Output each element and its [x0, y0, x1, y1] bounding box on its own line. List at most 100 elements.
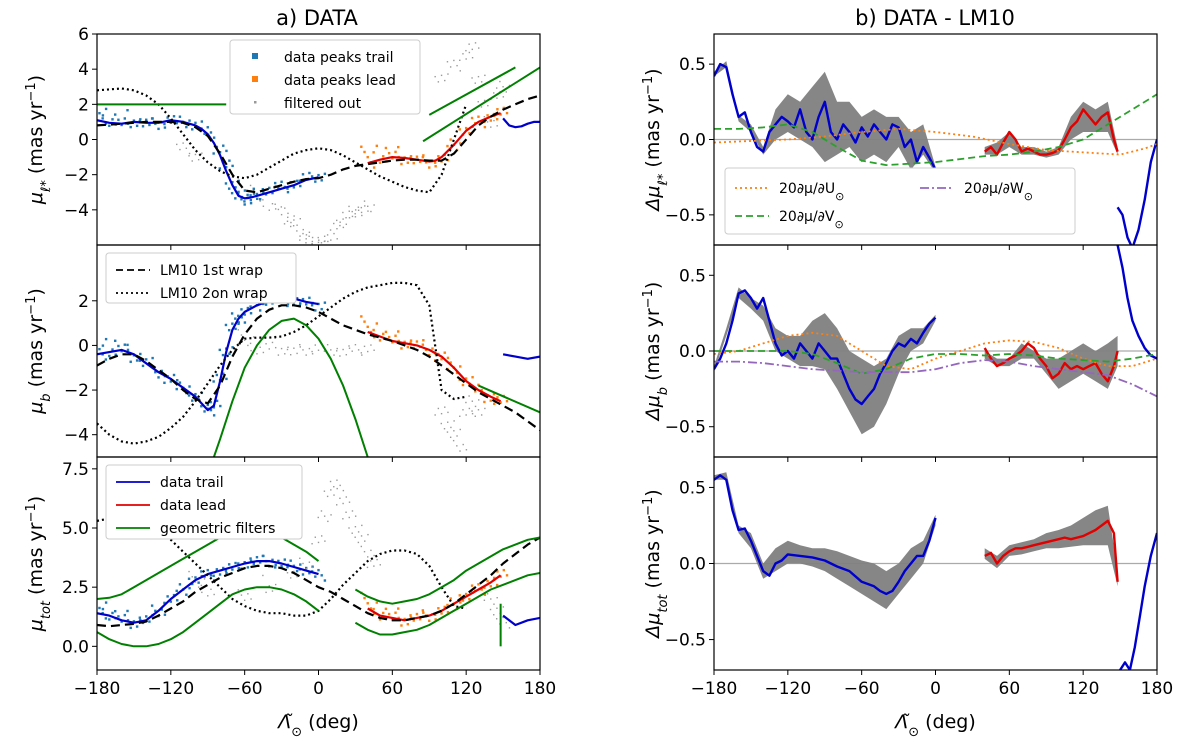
point-filtered-out: [351, 215, 354, 218]
point-data-peaks-trail: [222, 566, 225, 570]
point-data-peaks-trail: [228, 352, 231, 355]
point-filtered-out: [351, 210, 353, 213]
point-data-peaks-lead: [443, 351, 446, 354]
point-data-peaks-trail: [249, 557, 252, 560]
point-filtered-out: [505, 621, 507, 624]
point-filtered-out: [339, 355, 341, 357]
point-data-peaks-lead: [495, 583, 499, 587]
point-filtered-out: [342, 226, 345, 229]
point-filtered-out: [364, 205, 366, 207]
point-data-peaks-trail: [139, 118, 142, 121]
legend-label: data lead: [160, 498, 226, 514]
point-filtered-out: [253, 336, 255, 338]
point-data-peaks-trail: [129, 360, 132, 363]
point-filtered-out: [213, 593, 215, 596]
point-filtered-out: [292, 225, 295, 227]
point-data-peaks-trail: [320, 179, 323, 182]
point-data-peaks-trail: [273, 181, 277, 185]
point-data-peaks-trail: [243, 189, 247, 192]
point-data-peaks-lead: [400, 624, 403, 627]
point-filtered-out: [188, 152, 191, 155]
point-filtered-out: [262, 199, 264, 201]
ytick-label: 2.5: [62, 578, 89, 598]
point-filtered-out: [323, 515, 326, 517]
panel-b1: −0.5 0.0 0.5 Δμℓ* (mas yr−1) 20∂μ/∂U⊙ 20∂μ/∂V…: [641, 33, 1158, 250]
point-data-peaks-trail: [280, 180, 283, 183]
point-filtered-out: [474, 415, 476, 417]
point-filtered-out: [326, 234, 329, 236]
point-data-peaks-trail: [298, 179, 301, 182]
line-data-trail: [97, 119, 319, 200]
point-filtered-out: [471, 412, 474, 415]
point-data-peaks-trail: [323, 301, 327, 304]
point-data-peaks-trail: [187, 394, 191, 397]
line-lm10-1st-wrap: [97, 94, 540, 194]
point-data-peaks-trail: [261, 187, 265, 191]
point-filtered-out: [446, 431, 449, 433]
band-uncertainty-lead: [984, 335, 1118, 389]
point-data-peaks-trail: [114, 610, 117, 613]
point-filtered-out: [366, 566, 369, 569]
point-filtered-out: [243, 339, 246, 341]
point-filtered-out: [250, 598, 252, 600]
ytick-label: 4: [78, 60, 89, 80]
legend-label: geometric filters: [160, 521, 275, 537]
point-filtered-out: [468, 51, 471, 54]
point-filtered-out: [471, 400, 474, 402]
point-data-peaks-lead: [437, 155, 440, 158]
point-data-peaks-lead: [372, 607, 375, 611]
point-data-peaks-lead: [505, 400, 509, 403]
point-filtered-out: [342, 211, 344, 214]
xtick-label: −60: [844, 679, 880, 699]
point-filtered-out: [502, 96, 505, 98]
point-data-peaks-trail: [258, 561, 262, 564]
point-filtered-out: [367, 205, 369, 208]
point-data-peaks-trail: [314, 575, 317, 578]
point-filtered-out: [495, 618, 498, 620]
point-data-peaks-lead: [468, 598, 471, 601]
point-data-peaks-lead: [434, 618, 437, 621]
point-data-peaks-trail: [209, 408, 213, 412]
scatter-data-peaks-lead: [360, 568, 509, 627]
point-filtered-out: [459, 428, 461, 431]
point-data-peaks-lead: [477, 583, 480, 586]
point-filtered-out: [471, 57, 474, 59]
point-data-peaks-lead: [387, 335, 391, 339]
point-data-peaks-lead: [418, 618, 422, 621]
point-data-peaks-lead: [449, 138, 452, 141]
point-data-peaks-lead: [394, 334, 397, 337]
point-filtered-out: [330, 239, 332, 241]
point-filtered-out: [305, 354, 307, 356]
point-filtered-out: [490, 598, 492, 600]
point-filtered-out: [361, 524, 363, 527]
point-data-peaks-lead: [415, 340, 419, 343]
point-data-peaks-lead: [455, 371, 459, 375]
point-filtered-out: [357, 541, 360, 544]
line-lead: [983, 108, 1119, 156]
point-data-peaks-trail: [256, 197, 259, 201]
point-filtered-out: [444, 406, 446, 408]
point-data-peaks-lead: [415, 612, 419, 616]
point-data-peaks-lead: [391, 157, 394, 160]
point-data-peaks-lead: [366, 155, 369, 159]
point-data-peaks-lead: [502, 106, 506, 110]
legend-a3: data trail data lead geometric filters: [105, 464, 303, 540]
point-filtered-out: [247, 593, 249, 595]
point-filtered-out: [459, 59, 461, 61]
ytick-label: −0.5: [665, 418, 706, 438]
point-data-peaks-lead: [505, 111, 509, 115]
point-data-peaks-trail: [185, 125, 188, 129]
point-data-peaks-trail: [258, 198, 262, 201]
point-filtered-out: [333, 486, 335, 488]
point-filtered-out: [447, 411, 449, 414]
point-data-peaks-lead: [433, 613, 437, 616]
point-filtered-out: [197, 158, 200, 161]
point-filtered-out: [373, 565, 375, 567]
point-data-peaks-trail: [126, 343, 129, 347]
point-data-peaks-trail: [101, 114, 105, 117]
point-data-peaks-trail: [273, 566, 277, 569]
ylabel-b2: Δμb (mas yr−1): [641, 282, 671, 423]
point-filtered-out: [462, 443, 464, 446]
point-filtered-out: [320, 510, 323, 512]
